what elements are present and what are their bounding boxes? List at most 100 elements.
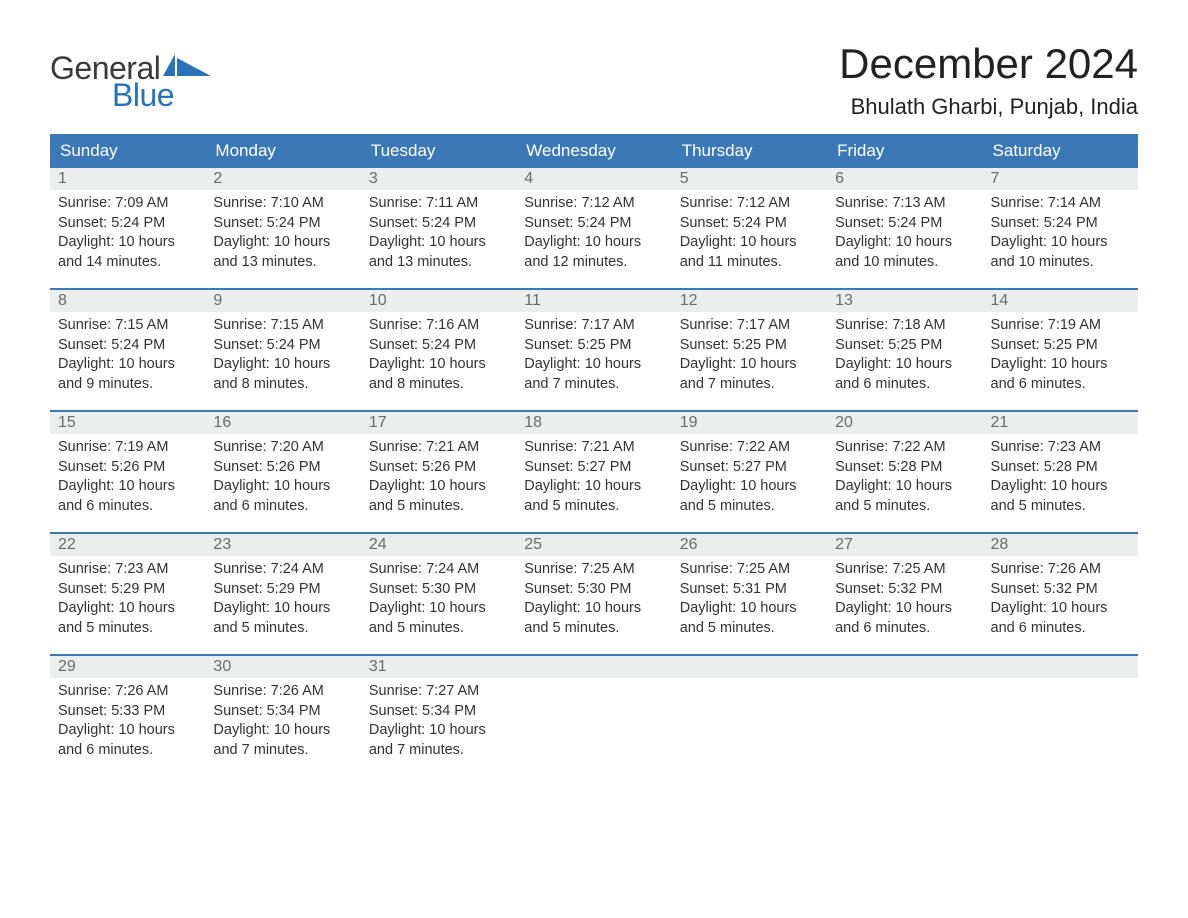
day-body: Sunrise: 7:25 AMSunset: 5:32 PMDaylight:… [827,556,982,644]
sunset-line: Sunset: 5:31 PM [680,580,819,600]
daylight-line: Daylight: 10 hours and 6 minutes. [58,477,197,516]
daylight-line: Daylight: 10 hours and 13 minutes. [213,233,352,272]
day-cell: 27Sunrise: 7:25 AMSunset: 5:32 PMDayligh… [827,534,982,654]
daylight-line: Daylight: 10 hours and 11 minutes. [680,233,819,272]
daylight-line: Daylight: 10 hours and 13 minutes. [369,233,508,272]
day-number: 30 [205,656,360,678]
sunset-line: Sunset: 5:24 PM [213,214,352,234]
sunset-line: Sunset: 5:33 PM [58,702,197,722]
sunset-line: Sunset: 5:32 PM [835,580,974,600]
day-number: 1 [50,168,205,190]
sunrise-line: Sunrise: 7:19 AM [58,438,197,458]
sunrise-line: Sunrise: 7:23 AM [58,560,197,580]
location-text: Bhulath Gharbi, Punjab, India [839,94,1138,120]
sunset-line: Sunset: 5:25 PM [524,336,663,356]
week-row: 8Sunrise: 7:15 AMSunset: 5:24 PMDaylight… [50,288,1138,410]
day-cell: 31Sunrise: 7:27 AMSunset: 5:34 PMDayligh… [361,656,516,776]
daylight-line: Daylight: 10 hours and 5 minutes. [680,477,819,516]
day-body: Sunrise: 7:16 AMSunset: 5:24 PMDaylight:… [361,312,516,400]
logo: General Blue [50,50,211,114]
week-row: 1Sunrise: 7:09 AMSunset: 5:24 PMDaylight… [50,168,1138,288]
day-number: 29 [50,656,205,678]
daylight-line: Daylight: 10 hours and 6 minutes. [58,721,197,760]
day-body: Sunrise: 7:21 AMSunset: 5:27 PMDaylight:… [516,434,671,522]
day-body: Sunrise: 7:15 AMSunset: 5:24 PMDaylight:… [205,312,360,400]
day-body: Sunrise: 7:17 AMSunset: 5:25 PMDaylight:… [672,312,827,400]
day-number: 26 [672,534,827,556]
sunrise-line: Sunrise: 7:11 AM [369,194,508,214]
sunrise-line: Sunrise: 7:25 AM [680,560,819,580]
sunset-line: Sunset: 5:25 PM [680,336,819,356]
day-body: Sunrise: 7:09 AMSunset: 5:24 PMDaylight:… [50,190,205,278]
day-cell: 22Sunrise: 7:23 AMSunset: 5:29 PMDayligh… [50,534,205,654]
day-cell [827,656,982,776]
day-number: 18 [516,412,671,434]
day-cell: 9Sunrise: 7:15 AMSunset: 5:24 PMDaylight… [205,290,360,410]
daylight-line: Daylight: 10 hours and 5 minutes. [524,477,663,516]
daylight-line: Daylight: 10 hours and 7 minutes. [524,355,663,394]
day-cell: 25Sunrise: 7:25 AMSunset: 5:30 PMDayligh… [516,534,671,654]
sunrise-line: Sunrise: 7:24 AM [369,560,508,580]
sunrise-line: Sunrise: 7:14 AM [991,194,1130,214]
sunrise-line: Sunrise: 7:26 AM [991,560,1130,580]
day-body: Sunrise: 7:10 AMSunset: 5:24 PMDaylight:… [205,190,360,278]
day-cell: 15Sunrise: 7:19 AMSunset: 5:26 PMDayligh… [50,412,205,532]
sunset-line: Sunset: 5:34 PM [369,702,508,722]
sunrise-line: Sunrise: 7:26 AM [58,682,197,702]
daylight-line: Daylight: 10 hours and 5 minutes. [524,599,663,638]
day-body: Sunrise: 7:23 AMSunset: 5:29 PMDaylight:… [50,556,205,644]
empty-day [827,656,982,678]
sunrise-line: Sunrise: 7:17 AM [680,316,819,336]
sunset-line: Sunset: 5:24 PM [58,214,197,234]
daylight-line: Daylight: 10 hours and 5 minutes. [835,477,974,516]
day-body: Sunrise: 7:23 AMSunset: 5:28 PMDaylight:… [983,434,1138,522]
sunset-line: Sunset: 5:30 PM [369,580,508,600]
day-body: Sunrise: 7:26 AMSunset: 5:32 PMDaylight:… [983,556,1138,644]
day-number: 27 [827,534,982,556]
sunrise-line: Sunrise: 7:18 AM [835,316,974,336]
sunrise-line: Sunrise: 7:27 AM [369,682,508,702]
sunrise-line: Sunrise: 7:22 AM [835,438,974,458]
sunset-line: Sunset: 5:25 PM [991,336,1130,356]
day-number: 4 [516,168,671,190]
sunset-line: Sunset: 5:25 PM [835,336,974,356]
daylight-line: Daylight: 10 hours and 12 minutes. [524,233,663,272]
sunrise-line: Sunrise: 7:24 AM [213,560,352,580]
day-number: 9 [205,290,360,312]
sunrise-line: Sunrise: 7:21 AM [369,438,508,458]
day-body: Sunrise: 7:27 AMSunset: 5:34 PMDaylight:… [361,678,516,766]
day-cell: 12Sunrise: 7:17 AMSunset: 5:25 PMDayligh… [672,290,827,410]
day-cell: 18Sunrise: 7:21 AMSunset: 5:27 PMDayligh… [516,412,671,532]
empty-day [983,656,1138,678]
day-cell: 29 Sunrise: 7:26 AMSunset: 5:33 PMDayligh… [50,656,205,776]
day-number: 3 [361,168,516,190]
sunset-line: Sunset: 5:30 PM [524,580,663,600]
sunrise-line: Sunrise: 7:22 AM [680,438,819,458]
sunset-line: Sunset: 5:24 PM [524,214,663,234]
day-cell [516,656,671,776]
sunset-line: Sunset: 5:34 PM [213,702,352,722]
day-body: Sunrise: 7:22 AMSunset: 5:27 PMDaylight:… [672,434,827,522]
day-number: 5 [672,168,827,190]
day-cell [672,656,827,776]
week-row: 22Sunrise: 7:23 AMSunset: 5:29 PMDayligh… [50,532,1138,654]
day-number: 11 [516,290,671,312]
day-cell [983,656,1138,776]
title-block: December 2024 Bhulath Gharbi, Punjab, In… [839,40,1138,120]
daylight-line: Daylight: 10 hours and 5 minutes. [680,599,819,638]
daylight-line: Daylight: 10 hours and 5 minutes. [58,599,197,638]
sunset-line: Sunset: 5:26 PM [213,458,352,478]
day-cell: 8Sunrise: 7:15 AMSunset: 5:24 PMDaylight… [50,290,205,410]
day-number: 6 [827,168,982,190]
sunset-line: Sunset: 5:24 PM [58,336,197,356]
day-cell: 2Sunrise: 7:10 AMSunset: 5:24 PMDaylight… [205,168,360,288]
daylight-line: Daylight: 10 hours and 7 minutes. [680,355,819,394]
day-number: 25 [516,534,671,556]
day-body: Sunrise: 7:21 AMSunset: 5:26 PMDaylight:… [361,434,516,522]
weekday-header-cell: Wednesday [516,134,671,168]
day-number: 22 [50,534,205,556]
day-cell: 4Sunrise: 7:12 AMSunset: 5:24 PMDaylight… [516,168,671,288]
sunrise-line: Sunrise: 7:23 AM [991,438,1130,458]
day-cell: 3Sunrise: 7:11 AMSunset: 5:24 PMDaylight… [361,168,516,288]
day-body: Sunrise: 7:12 AMSunset: 5:24 PMDaylight:… [672,190,827,278]
